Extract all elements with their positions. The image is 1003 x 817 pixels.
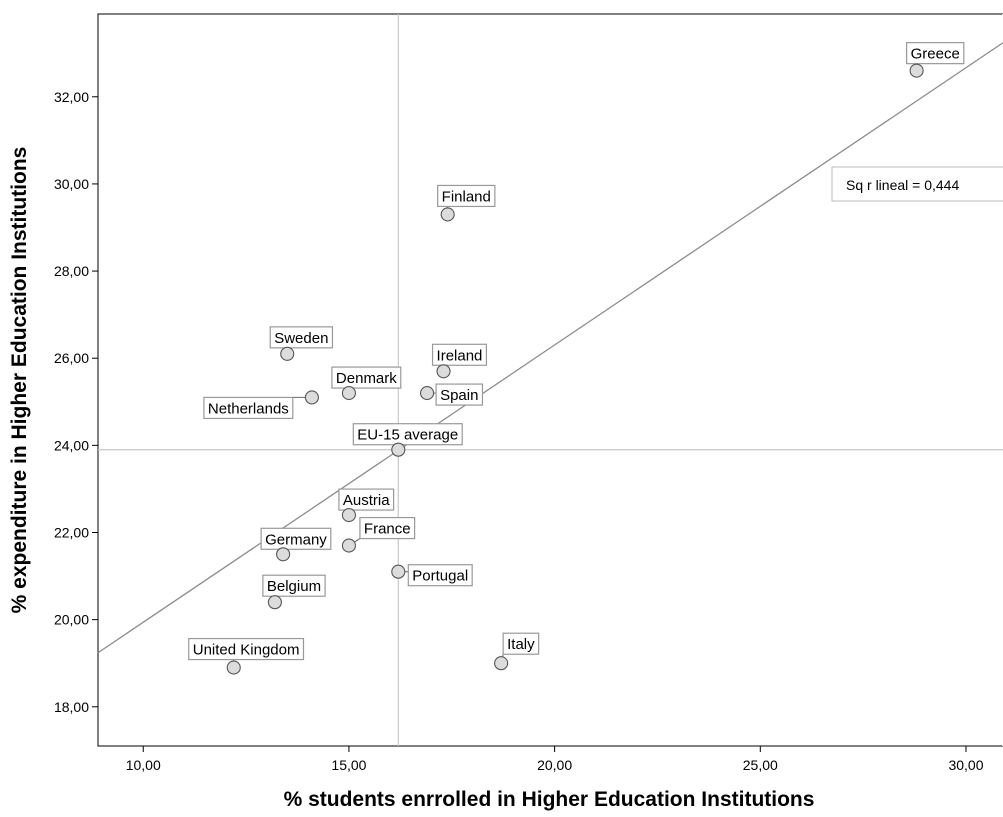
x-tick-label: 15,00 — [331, 757, 366, 773]
point-label: Finland — [442, 188, 491, 205]
point-marker — [909, 63, 924, 78]
point-marker — [276, 547, 291, 562]
y-axis-title: % expenditure in Higher Education Instit… — [8, 147, 31, 614]
point-label: Ireland — [437, 347, 483, 364]
data-point: Germany — [260, 527, 332, 562]
data-point: Portugal — [391, 564, 473, 587]
point-marker — [440, 207, 455, 222]
x-tick-label: 25,00 — [743, 757, 778, 773]
point-marker — [280, 346, 295, 361]
point-label-box — [331, 366, 402, 389]
point-marker — [226, 660, 241, 675]
data-point: Greece — [906, 42, 965, 78]
x-tick-label: 20,00 — [537, 757, 572, 773]
point-label: Italy — [507, 636, 535, 653]
data-point: Finland — [437, 184, 496, 222]
fit-annotation-label: Sq r lineal = 0,444 — [846, 177, 959, 193]
data-point: Belgium — [262, 574, 326, 610]
point-label-box — [338, 488, 395, 511]
data-point: EU-15 average — [352, 423, 463, 457]
point-marker — [494, 656, 509, 671]
point-label: EU-15 average — [357, 427, 458, 444]
point-label-box — [431, 343, 488, 366]
y-axis-ticks: 18,00 20,00 22,00 24,00 26,00 28,00 30,00 32,00 — [54, 89, 98, 715]
point-label: Greece — [911, 46, 960, 63]
point-marker — [304, 390, 319, 405]
point-marker — [341, 386, 356, 401]
point-marker — [391, 442, 406, 457]
y-tick-label: 24,00 — [54, 437, 89, 453]
reference-lines — [98, 14, 1003, 746]
fit-line — [97, 42, 1003, 654]
x-tick-label: 30,00 — [948, 757, 983, 773]
data-point: Sweden — [269, 326, 334, 361]
point-label-box — [188, 637, 305, 661]
point-label: Sweden — [274, 330, 328, 347]
y-tick-label: 30,00 — [54, 176, 89, 192]
point-marker — [391, 564, 406, 579]
data-point: Ireland — [431, 343, 488, 379]
point-label-box — [407, 564, 473, 587]
y-tick-label: 20,00 — [54, 612, 89, 628]
data-point: Italy — [494, 632, 540, 671]
plot-frame — [97, 13, 1003, 747]
x-tick-label: 10,00 — [126, 757, 161, 773]
point-label: Denmark — [336, 370, 397, 387]
point-label-box — [435, 383, 484, 406]
data-point: Denmark — [331, 366, 402, 401]
fit-annotation: Sq r lineal = 0,444 — [831, 166, 1003, 202]
point-label: Netherlands — [208, 400, 289, 417]
point-marker — [267, 595, 282, 610]
x-axis-title: % students enrrolled in Higher Education… — [284, 788, 815, 811]
data-point: Netherlands — [203, 390, 319, 420]
point-label-box — [437, 184, 496, 208]
point-label-box — [269, 326, 334, 349]
point-label-box — [359, 516, 416, 540]
data-point: Austria — [338, 488, 395, 523]
y-tick-label: 22,00 — [54, 525, 89, 541]
point-marker — [341, 508, 356, 523]
point-label: Portugal — [412, 568, 468, 585]
point-marker — [341, 538, 356, 553]
point-label-box — [203, 396, 294, 420]
point-label-box — [260, 527, 332, 550]
data-point: Spain — [420, 383, 484, 406]
y-tick-label: 18,00 — [54, 699, 89, 715]
data-point: France — [341, 516, 416, 553]
y-tick-label: 28,00 — [54, 263, 89, 279]
data-points: Greece Finland Sweden Ireland Denmark Spain Ne… — [188, 42, 965, 675]
y-tick-label: 32,00 — [54, 89, 89, 105]
point-label: France — [364, 521, 411, 538]
point-label: Germany — [265, 531, 327, 548]
point-marker — [436, 364, 451, 379]
x-axis-ticks: 10,00 15,00 20,00 25,00 30,00 — [126, 746, 984, 773]
point-label-box — [352, 423, 463, 446]
fit-annotation-box — [831, 166, 1003, 202]
point-label: United Kingdom — [193, 642, 300, 659]
fit-line-group — [97, 42, 1003, 654]
point-label-box — [906, 42, 965, 65]
point-label: Spain — [440, 387, 478, 404]
data-point: United Kingdom — [188, 637, 305, 675]
point-label: Austria — [343, 492, 390, 509]
point-label-box — [262, 574, 326, 597]
y-tick-label: 26,00 — [54, 350, 89, 366]
point-label-box — [502, 632, 540, 655]
point-marker — [420, 386, 435, 401]
point-label: Belgium — [267, 578, 321, 595]
